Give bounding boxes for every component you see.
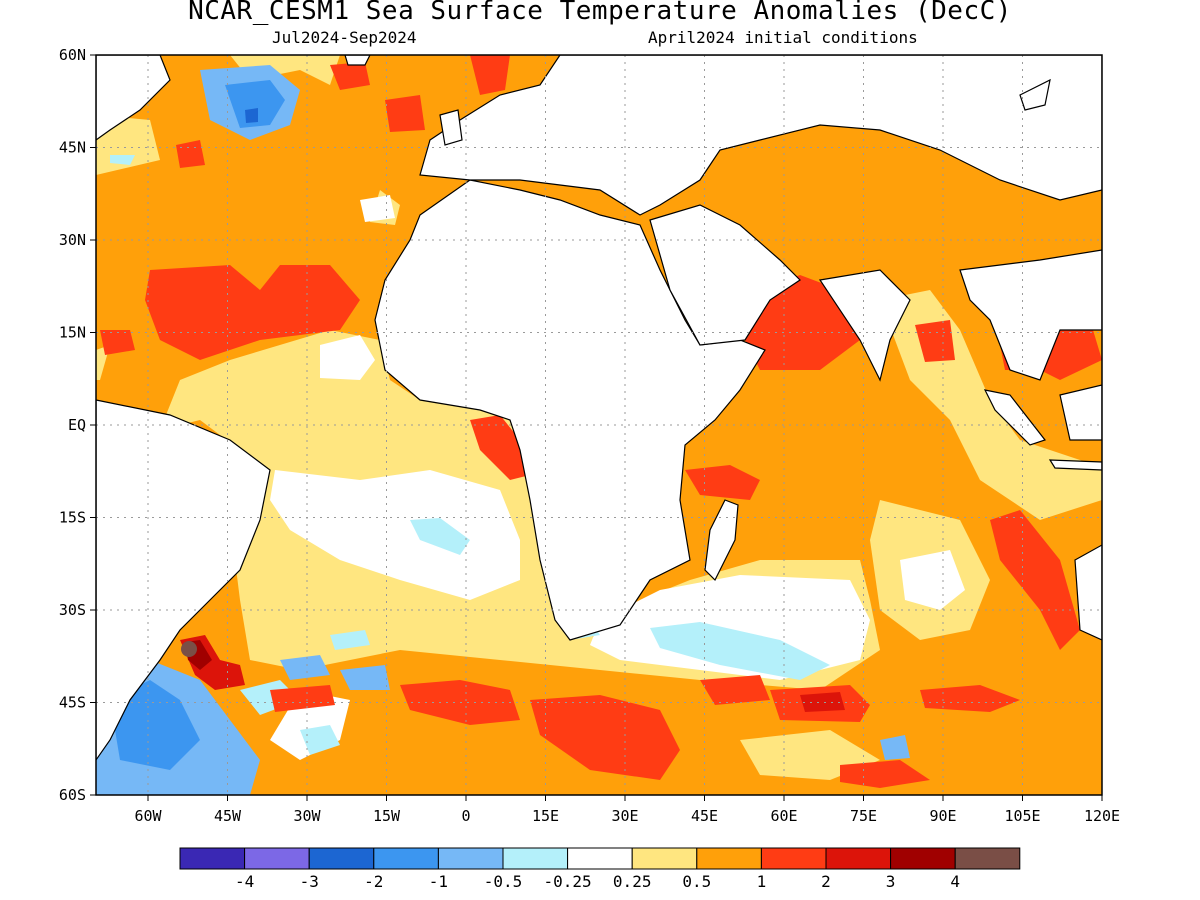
colorbar-label: -0.25	[544, 872, 592, 891]
lat-label: EQ	[68, 416, 86, 434]
lat-label: 30S	[59, 601, 86, 619]
land-india	[818, 269, 911, 382]
land-britain	[439, 109, 463, 146]
lat-label: 60S	[59, 786, 86, 804]
map-title: NCAR_CESM1 Sea Surface Temperature Anoma…	[188, 0, 1012, 26]
colorbar-swatch	[696, 847, 762, 870]
forecast-period: Jul2024-Sep2024	[272, 28, 417, 47]
colorbar-label: -4	[235, 872, 254, 891]
colorbar-swatch	[954, 847, 1021, 870]
lat-label: 30N	[59, 231, 86, 249]
colorbar-swatch	[437, 847, 504, 870]
lat-label: 45S	[59, 694, 86, 712]
land-africa	[374, 179, 766, 641]
lon-label: 60E	[770, 807, 797, 825]
lat-label: 15N	[59, 324, 86, 342]
colorbar-label: 3	[886, 872, 896, 891]
lon-label: 30W	[293, 807, 321, 825]
colorbar-swatch	[567, 847, 633, 870]
lon-label: 120E	[1084, 807, 1120, 825]
lon-label: 45W	[214, 807, 242, 825]
land-java	[1048, 459, 1102, 471]
lat-label: 15S	[59, 509, 86, 527]
graticule	[96, 55, 1102, 795]
colorbar-label: 0.25	[613, 872, 652, 891]
lon-label: 45E	[691, 807, 718, 825]
anomaly-above-4	[181, 641, 197, 657]
initial-conditions-label: April2024 initial conditions	[648, 28, 918, 47]
land-japan	[1019, 78, 1051, 111]
colorbar: -4 -3 -2 -1 -0.5 -0.25 0.25 0.5 1 2 3 4	[179, 847, 1021, 891]
lon-label: 75E	[850, 807, 877, 825]
colorbar-label: -1	[429, 872, 448, 891]
colorbar-label: -3	[300, 872, 319, 891]
colorbar-swatch	[308, 847, 375, 870]
colorbar-swatch	[890, 847, 956, 870]
land-madagascar	[704, 499, 739, 582]
colorbar-swatch	[760, 847, 827, 870]
land-arabia	[649, 204, 801, 346]
land-australia	[1074, 544, 1102, 641]
lon-label: 30E	[611, 807, 638, 825]
land-south-america	[96, 399, 271, 762]
colorbar-label: 2	[821, 872, 831, 891]
colorbar-swatch	[373, 847, 439, 870]
lon-label: 60W	[134, 807, 162, 825]
land-se-asia	[959, 249, 1102, 381]
colorbar-swatch	[825, 847, 892, 870]
lon-label: 0	[461, 807, 470, 825]
colorbar-label: -0.5	[484, 872, 523, 891]
lat-label: 60N	[59, 46, 86, 64]
axis-ticks: 60N 45N 30N 15N EQ 15S 30S 45S 60S 60W 45W 30W 15W 0 1…	[59, 46, 1120, 825]
lat-label: 45N	[59, 139, 86, 157]
colorbar-swatch	[244, 847, 310, 870]
colorbar-swatch	[631, 847, 698, 870]
colorbar-swatch	[502, 847, 569, 870]
lon-label: 15E	[532, 807, 559, 825]
colorbar-label: 4	[950, 872, 960, 891]
colorbar-label: -2	[364, 872, 383, 891]
land-iceland	[344, 55, 371, 66]
colorbar-label: 1	[757, 872, 767, 891]
anomaly-field	[96, 55, 1102, 795]
land-europe	[419, 55, 1102, 216]
land-masses	[96, 55, 1102, 762]
colorbar-label: 0.5	[682, 872, 711, 891]
lon-label: 15W	[373, 807, 401, 825]
land-north-america	[96, 55, 171, 141]
lon-label: 90E	[929, 807, 956, 825]
lon-label: 105E	[1004, 807, 1040, 825]
land-sumatra	[983, 389, 1046, 446]
colorbar-swatch	[179, 847, 246, 870]
land-borneo	[1059, 384, 1102, 441]
